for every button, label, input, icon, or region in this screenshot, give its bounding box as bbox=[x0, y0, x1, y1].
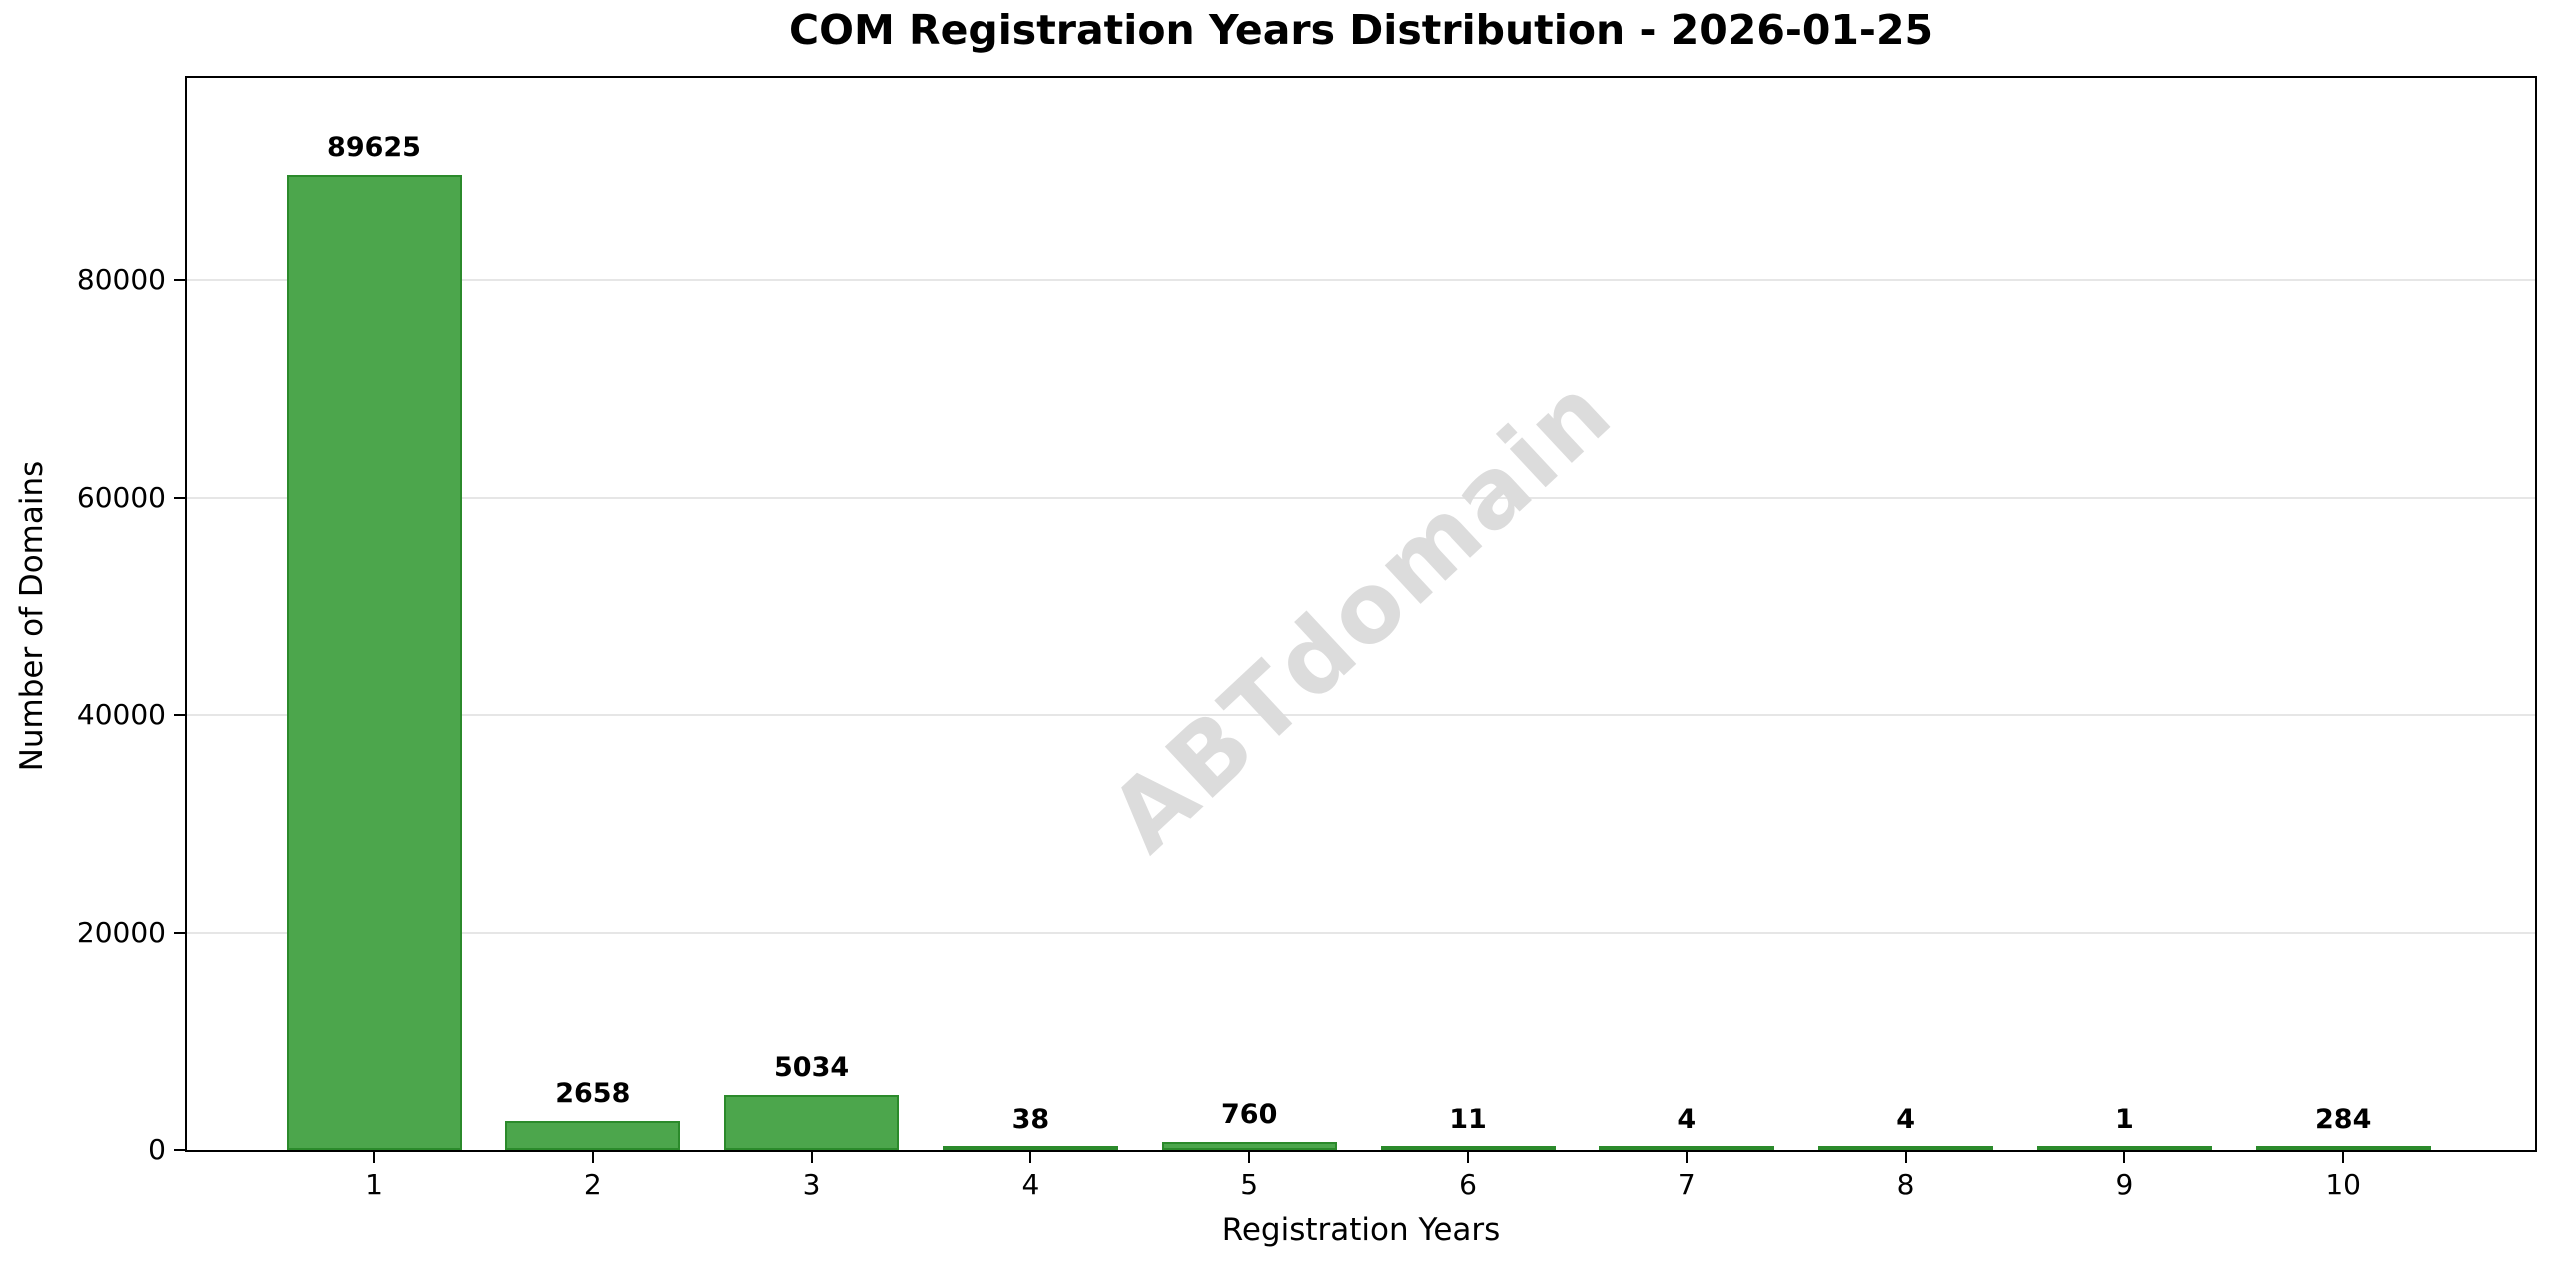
x-tick-label-7: 7 bbox=[1677, 1168, 1696, 1201]
y-tick-mark-60000 bbox=[174, 496, 185, 499]
x-tick-mark-10 bbox=[2342, 1152, 2345, 1163]
bar-2 bbox=[505, 1121, 681, 1150]
gridline-60000 bbox=[187, 496, 2535, 499]
watermark: ABTdomain bbox=[187, 78, 2535, 1150]
bar-3 bbox=[724, 1095, 900, 1150]
bar-6 bbox=[1380, 1146, 1556, 1150]
bar-4 bbox=[942, 1146, 1118, 1150]
x-tick-label-5: 5 bbox=[1240, 1168, 1259, 1201]
y-tick-mark-40000 bbox=[174, 714, 185, 717]
x-tick-label-3: 3 bbox=[802, 1168, 821, 1201]
x-axis-label: Registration Years bbox=[1221, 1212, 1501, 1248]
y-tick-label-40000: 40000 bbox=[76, 698, 166, 732]
bar-1 bbox=[286, 175, 462, 1150]
y-tick-label-80000: 80000 bbox=[76, 263, 166, 297]
bar-value-label-1: 89625 bbox=[327, 132, 421, 163]
bar-value-label-2: 2658 bbox=[555, 1078, 631, 1109]
bar-9 bbox=[2036, 1146, 2212, 1150]
gridline-80000 bbox=[187, 279, 2535, 282]
bar-value-label-9: 1 bbox=[2114, 1104, 2134, 1135]
y-tick-label-20000: 20000 bbox=[76, 915, 166, 949]
y-tick-label-60000: 60000 bbox=[76, 480, 166, 514]
y-axis-label: Number of Domains bbox=[14, 460, 50, 772]
bar-value-label-8: 4 bbox=[1896, 1104, 1915, 1135]
x-tick-label-10: 10 bbox=[2325, 1168, 2361, 1201]
x-tick-mark-1 bbox=[373, 1152, 375, 1163]
y-tick-label-0: 0 bbox=[148, 1133, 166, 1166]
gridline-40000 bbox=[187, 714, 2535, 717]
bar-value-label-5: 760 bbox=[1221, 1099, 1278, 1130]
x-tick-label-8: 8 bbox=[1896, 1168, 1915, 1201]
bar-8 bbox=[1818, 1146, 1994, 1150]
chart-title: COM Registration Years Distribution - 20… bbox=[789, 6, 1933, 54]
bar-value-label-10: 284 bbox=[2315, 1104, 2372, 1135]
x-tick-mark-3 bbox=[810, 1152, 813, 1163]
x-tick-mark-9 bbox=[2123, 1152, 2126, 1163]
x-tick-label-1: 1 bbox=[365, 1168, 383, 1201]
gridline-20000 bbox=[187, 931, 2535, 934]
bar-value-label-6: 11 bbox=[1449, 1104, 1487, 1135]
bar-value-label-3: 5034 bbox=[774, 1052, 850, 1083]
plot-area: ABTdomain 89625 2658 5034 38 760 11 4 4 1 284 bbox=[185, 76, 2537, 1152]
bar-value-label-7: 4 bbox=[1677, 1104, 1697, 1135]
y-tick-mark-0 bbox=[174, 1149, 185, 1151]
x-tick-mark-8 bbox=[1904, 1152, 1907, 1163]
x-tick-mark-4 bbox=[1029, 1152, 1032, 1163]
y-tick-mark-80000 bbox=[174, 279, 185, 282]
bar-10 bbox=[2255, 1146, 2431, 1150]
x-tick-mark-6 bbox=[1467, 1152, 1469, 1163]
x-tick-label-6: 6 bbox=[1459, 1168, 1477, 1201]
x-tick-mark-2 bbox=[591, 1152, 594, 1163]
bar-value-label-4: 38 bbox=[1011, 1104, 1050, 1135]
x-tick-label-4: 4 bbox=[1021, 1168, 1040, 1201]
bar-7 bbox=[1599, 1146, 1775, 1150]
bar-5 bbox=[1161, 1142, 1337, 1150]
watermark-text: ABTdomain bbox=[1088, 354, 1634, 874]
x-tick-label-9: 9 bbox=[2115, 1168, 2134, 1201]
y-tick-mark-20000 bbox=[174, 931, 185, 934]
x-tick-mark-5 bbox=[1248, 1152, 1251, 1163]
x-tick-label-2: 2 bbox=[583, 1168, 602, 1201]
x-tick-mark-7 bbox=[1685, 1152, 1688, 1163]
